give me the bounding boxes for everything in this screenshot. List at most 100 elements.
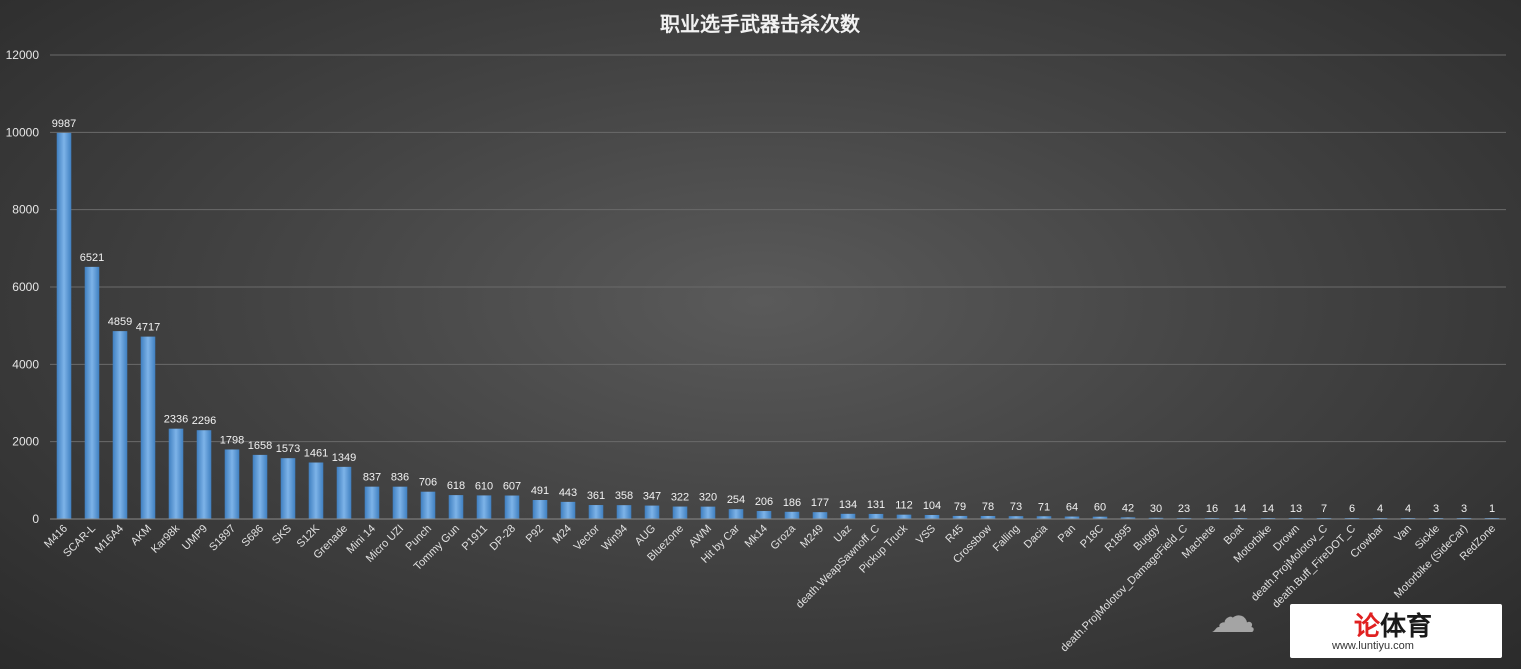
x-tick-label: Win94 <box>600 523 631 554</box>
bar <box>784 511 800 519</box>
data-label: 131 <box>867 499 885 511</box>
data-label: 14 <box>1234 503 1246 515</box>
x-tick-label: Uaz <box>832 523 854 545</box>
x-tick-label: Kar98k <box>149 522 182 555</box>
bar <box>644 505 660 519</box>
y-tick-label: 4000 <box>12 357 39 371</box>
cloud-icon: ☁ <box>1210 589 1256 643</box>
x-tick-label: Falling <box>991 523 1022 554</box>
data-label: 491 <box>531 485 549 497</box>
data-label: 16 <box>1206 503 1218 515</box>
y-tick-label: 12000 <box>6 48 40 62</box>
data-label: 2336 <box>164 414 188 426</box>
bar <box>560 501 576 519</box>
bar <box>1008 516 1024 519</box>
data-label: 104 <box>923 500 941 512</box>
bars <box>56 132 1500 519</box>
watermark-logo-text: 体育 <box>1380 612 1433 642</box>
y-tick-label: 0 <box>32 512 39 526</box>
x-tick-label: Groza <box>768 522 798 552</box>
data-label: 837 <box>363 472 381 484</box>
y-tick-label: 8000 <box>12 203 39 217</box>
data-label: 610 <box>475 480 493 492</box>
x-tick-label: R45 <box>943 523 966 546</box>
bar <box>952 515 968 519</box>
data-label: 4717 <box>136 322 160 334</box>
data-label: 443 <box>559 487 577 499</box>
x-tick-label: M249 <box>798 523 826 551</box>
data-label: 79 <box>954 501 966 513</box>
bar <box>896 514 912 519</box>
bar <box>616 505 632 519</box>
data-label: 4 <box>1405 503 1411 515</box>
data-label: 322 <box>671 492 689 504</box>
x-tick-label: M24 <box>550 523 574 547</box>
bar <box>532 500 548 519</box>
x-tick-label: AUG <box>633 523 658 548</box>
data-label: 73 <box>1010 501 1022 513</box>
data-label: 177 <box>811 497 829 509</box>
watermark-logo: 论体育 <box>1354 606 1432 643</box>
y-tick-label: 6000 <box>12 280 39 294</box>
gridlines <box>50 54 1506 443</box>
bar <box>140 336 156 519</box>
data-label: 361 <box>587 490 605 502</box>
watermark-url: www.luntiyu.com <box>1332 640 1414 652</box>
bar <box>756 511 772 519</box>
data-label: 836 <box>391 472 409 484</box>
data-label: 30 <box>1150 503 1162 515</box>
x-tick-label: Boat <box>1222 523 1246 547</box>
x-tick-label: Vector <box>572 522 603 553</box>
x-tick-label: Mk14 <box>743 523 771 551</box>
watermark: ☁ 论体育 www.luntiyu.com <box>1210 582 1510 662</box>
bar <box>588 505 604 519</box>
bar <box>56 132 72 519</box>
x-tick-label: AKM <box>129 523 154 548</box>
data-label: 320 <box>699 492 717 504</box>
bar <box>840 513 856 519</box>
data-label: 71 <box>1038 501 1050 513</box>
bar <box>1148 517 1164 519</box>
data-label: 9987 <box>52 118 76 130</box>
bar <box>700 506 716 519</box>
x-tick-label: SKS <box>270 523 294 547</box>
bar <box>980 515 996 519</box>
data-label: 134 <box>839 499 857 511</box>
bar <box>336 466 352 519</box>
data-label: 347 <box>643 491 661 503</box>
bar <box>168 428 184 519</box>
data-label: 1573 <box>276 443 300 455</box>
y-tick-label: 2000 <box>12 435 39 449</box>
data-label: 607 <box>503 481 521 493</box>
bar <box>812 512 828 519</box>
data-label: 186 <box>783 497 801 509</box>
bar <box>308 462 324 519</box>
bar <box>1120 517 1136 519</box>
data-label: 618 <box>447 480 465 492</box>
bar <box>112 331 128 519</box>
data-label: 3 <box>1461 503 1467 515</box>
bar <box>280 458 296 519</box>
x-tick-label: Van <box>1392 523 1414 545</box>
data-label: 64 <box>1066 502 1078 514</box>
bar <box>868 513 884 519</box>
data-label: 1798 <box>220 434 244 446</box>
bar <box>1036 516 1052 519</box>
data-label: 42 <box>1122 502 1134 514</box>
bar <box>84 266 100 519</box>
data-label: 1658 <box>248 440 272 452</box>
x-tick-label: S686 <box>239 523 266 550</box>
bar <box>420 491 436 519</box>
y-tick-label: 10000 <box>6 125 40 139</box>
bar <box>924 514 940 519</box>
bar <box>476 495 492 519</box>
data-label: 4 <box>1377 503 1383 515</box>
x-tick-label: Pan <box>1056 523 1078 545</box>
data-label: 206 <box>755 496 773 508</box>
data-label: 706 <box>419 477 437 489</box>
x-tick-label: P18C <box>1078 523 1106 551</box>
data-label: 13 <box>1290 503 1302 515</box>
x-tick-label: S1897 <box>207 523 238 554</box>
data-label: 23 <box>1178 503 1190 515</box>
